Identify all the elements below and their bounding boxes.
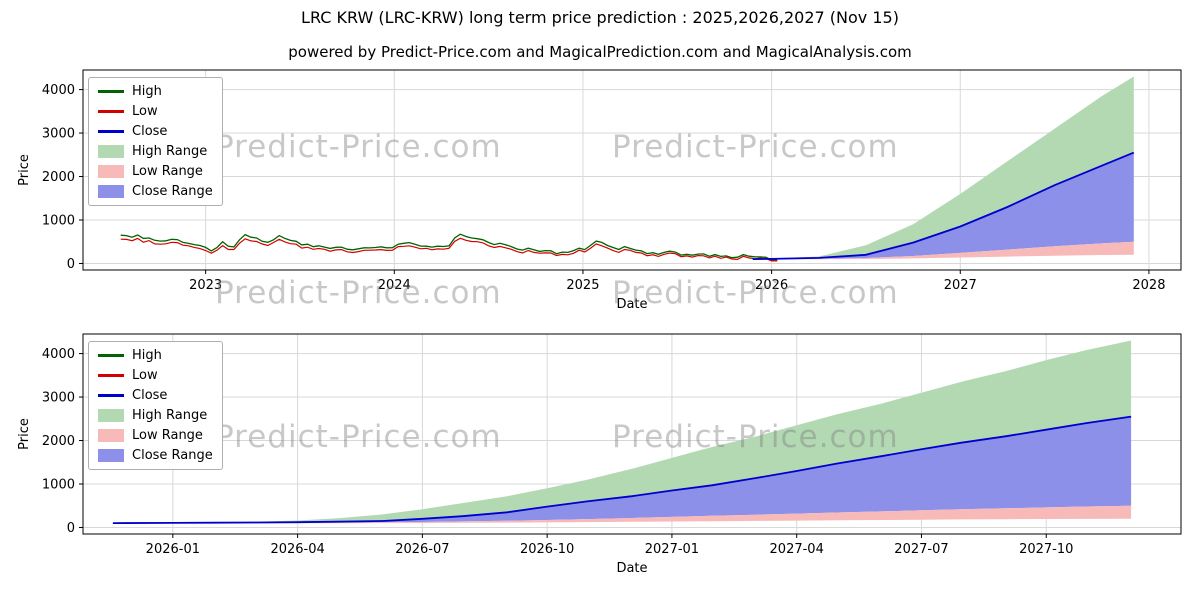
y-tick-label: 4000 [42,347,75,362]
high-line [120,233,778,261]
high-swatch [98,354,124,357]
x-tick-label: 2026-04 [270,542,324,557]
low-range-area [112,505,1132,524]
close-range-swatch [98,449,124,462]
x-tick-label: 2027-04 [770,542,824,557]
close-range-area [752,152,1134,260]
legend-bottom-chart: High Low Close High Range Low Range Close Ran… [88,341,223,470]
legend-label: High Range [132,144,208,159]
legend-item-high-range: High Range [98,142,213,161]
x-axis-label: Date [616,297,647,312]
y-tick-label: 1000 [42,478,75,493]
y-tick-label: 3000 [42,391,75,406]
y-tick-label: 0 [67,257,75,272]
high-range-swatch [98,409,124,422]
legend-item-low-range: Low Range [98,162,213,181]
close-swatch [98,130,124,133]
legend-item-low-range: Low Range [98,426,213,445]
y-axis-label: Price [17,154,32,186]
close-swatch [98,394,124,397]
y-axis-label: Price [17,418,32,450]
high-range-swatch [98,145,124,158]
low-swatch [98,110,124,113]
legend-label: Low [132,368,158,383]
x-tick-label: 2027-01 [645,542,699,557]
legend-top-chart: High Low Close High Range Low Range Close Ran… [88,77,223,206]
x-tick-label: 2026-07 [395,542,449,557]
close-range-swatch [98,185,124,198]
y-tick-label: 1000 [42,214,75,229]
legend-item-close: Close [98,386,213,405]
close-line [752,151,1135,260]
figure-title: LRC KRW (LRC-KRW) long term price predic… [301,8,899,27]
low-line [120,237,778,262]
low-swatch [98,374,124,377]
axes-border [82,333,1182,535]
legend-label: High Range [132,408,208,423]
close-range-area [112,416,1132,524]
x-tick-label: 2025 [566,278,599,293]
legend-label: Close Range [132,184,213,199]
x-tick-label: 2024 [378,278,411,293]
y-tick-label: 2000 [42,434,75,449]
x-tick-label: 2026-10 [520,542,574,557]
axes-border [82,69,1182,271]
x-tick-label: 2027-10 [1019,542,1073,557]
x-tick-label: 2026-01 [146,542,200,557]
legend-item-close-range: Close Range [98,182,213,201]
legend-label: High [132,84,162,99]
legend-label: Close [132,124,168,139]
legend-label: Low Range [132,428,203,443]
x-tick-label: 2028 [1132,278,1165,293]
close-line [112,415,1132,525]
legend-label: Close [132,388,168,403]
high-swatch [98,90,124,93]
x-tick-label: 2027 [944,278,977,293]
legend-label: High [132,348,162,363]
y-tick-label: 4000 [42,83,75,98]
y-tick-label: 3000 [42,127,75,142]
legend-item-low: Low [98,102,213,121]
x-axis-label: Date [616,561,647,576]
long-term-price-chart: 2023 2024 2025 2026 2027 2028 0 1000 2000 3000 400… [17,69,1182,312]
legend-item-high: High [98,82,213,101]
high-range-area [112,340,1132,524]
legend-label: Low [132,104,158,119]
high-range-area [752,76,1134,260]
y-tick-label: 0 [67,521,75,536]
low-range-swatch [98,165,124,178]
low-range-area [752,241,1134,260]
x-tick-label: 2023 [189,278,222,293]
y-tick-label: 2000 [42,170,75,185]
x-tick-label: 2026 [755,278,788,293]
figure-subtitle: powered by Predict-Price.com and Magical… [288,43,912,61]
x-tick-label: 2027-07 [894,542,948,557]
legend-label: Low Range [132,164,203,179]
low-range-swatch [98,429,124,442]
legend-item-high: High [98,346,213,365]
legend-item-high-range: High Range [98,406,213,425]
forecast-detail-chart: 2026-01 2026-04 2026-07 2026-10 2027-01 2027-… [17,333,1182,576]
legend-label: Close Range [132,448,213,463]
legend-item-low: Low [98,366,213,385]
legend-item-close-range: Close Range [98,446,213,465]
legend-item-close: Close [98,122,213,141]
